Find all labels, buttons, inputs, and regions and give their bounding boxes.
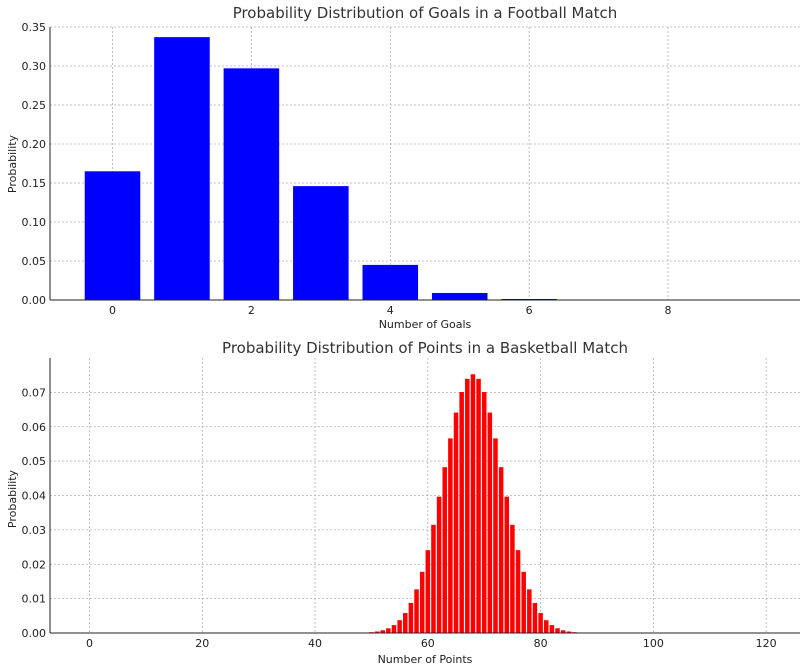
y-tick-label: 0.02 [22,558,47,571]
bar [419,571,425,633]
bar [498,467,504,633]
bar [436,496,442,633]
bar [374,631,380,633]
bar [453,412,459,633]
x-tick-label: 120 [756,637,777,650]
bar [487,412,493,633]
x-tick-label: 6 [526,304,533,317]
y-tick-label: 0.20 [22,138,47,151]
bar [493,438,498,633]
bar [408,602,414,633]
y-tick-label: 0.15 [22,177,47,190]
bar [543,620,549,633]
bar [362,264,419,300]
y-tick-label: 0.00 [22,627,47,640]
bar [549,625,555,633]
bar [403,613,408,633]
bar [84,171,141,300]
y-tick-label: 0.01 [22,593,47,606]
bar [459,392,464,633]
x-tick-label: 20 [195,637,209,650]
bar [380,630,385,633]
y-tick-label: 0.35 [22,21,47,34]
grid [50,358,800,634]
bar [293,186,349,300]
football-goals-chart: 0.00 0.05 0.10 0.15 0.20 0.25 0.30 0.35 0 2 4 6 8 Pr… [6,4,800,331]
bar [476,378,481,633]
bar [560,630,566,633]
tick-labels: 0.00 0.01 0.02 0.03 0.04 0.05 0.06 0.07 0 20 40 60 8… [22,386,777,650]
y-tick-label: 0.00 [22,294,47,307]
bar [397,620,402,633]
bar [566,631,572,633]
axes [49,27,800,301]
bar [154,37,210,300]
bar [532,602,538,633]
bar [425,550,431,633]
x-tick-label: 60 [421,637,435,650]
bar [481,392,487,633]
x-tick-label: 4 [387,304,394,317]
bar [515,550,521,633]
bar [414,589,419,633]
y-tick-label: 0.05 [22,255,47,268]
x-tick-label: 8 [665,304,672,317]
x-tick-label: 2 [248,304,255,317]
bar [465,378,470,633]
bar [431,524,436,633]
bar [431,292,488,300]
bar [386,628,391,633]
x-tick-label: 80 [534,637,548,650]
tick-labels: 0.00 0.05 0.10 0.15 0.20 0.25 0.30 0.35 0 2 4 6 8 [22,21,672,317]
basketball-points-chart: 0.00 0.01 0.02 0.03 0.04 0.05 0.06 0.07 0 20 40 60 8… [6,339,800,666]
bars [307,374,639,633]
y-tick-label: 0.25 [22,99,47,112]
x-tick-label: 100 [643,637,664,650]
bar [555,628,560,633]
bar [521,571,526,633]
bar [504,496,510,633]
y-tick-label: 0.07 [22,386,47,399]
y-axis-label: Probability [6,134,19,193]
y-tick-label: 0.05 [22,455,47,468]
x-tick-label: 40 [308,637,322,650]
bar [538,613,543,633]
x-axis-label: Number of Goals [379,318,472,331]
y-tick-label: 0.30 [22,60,47,73]
bar [501,298,557,300]
bar [470,374,476,633]
bar [223,68,280,300]
bar [527,589,532,633]
axes [49,358,800,634]
bars [84,37,627,300]
y-tick-label: 0.04 [22,490,47,503]
chart-title: Probability Distribution of Points in a … [222,339,628,357]
bar [391,625,397,633]
x-axis-label: Number of Points [378,653,473,666]
chart-title: Probability Distribution of Goals in a F… [233,4,618,22]
x-tick-label: 0 [86,637,93,650]
y-tick-label: 0.03 [22,524,47,537]
x-tick-label: 0 [109,304,116,317]
bar [442,467,447,633]
y-axis-label: Probability [6,469,19,528]
bar [510,524,515,633]
y-tick-label: 0.06 [22,421,47,434]
y-tick-label: 0.10 [22,216,47,229]
bar [448,438,453,633]
